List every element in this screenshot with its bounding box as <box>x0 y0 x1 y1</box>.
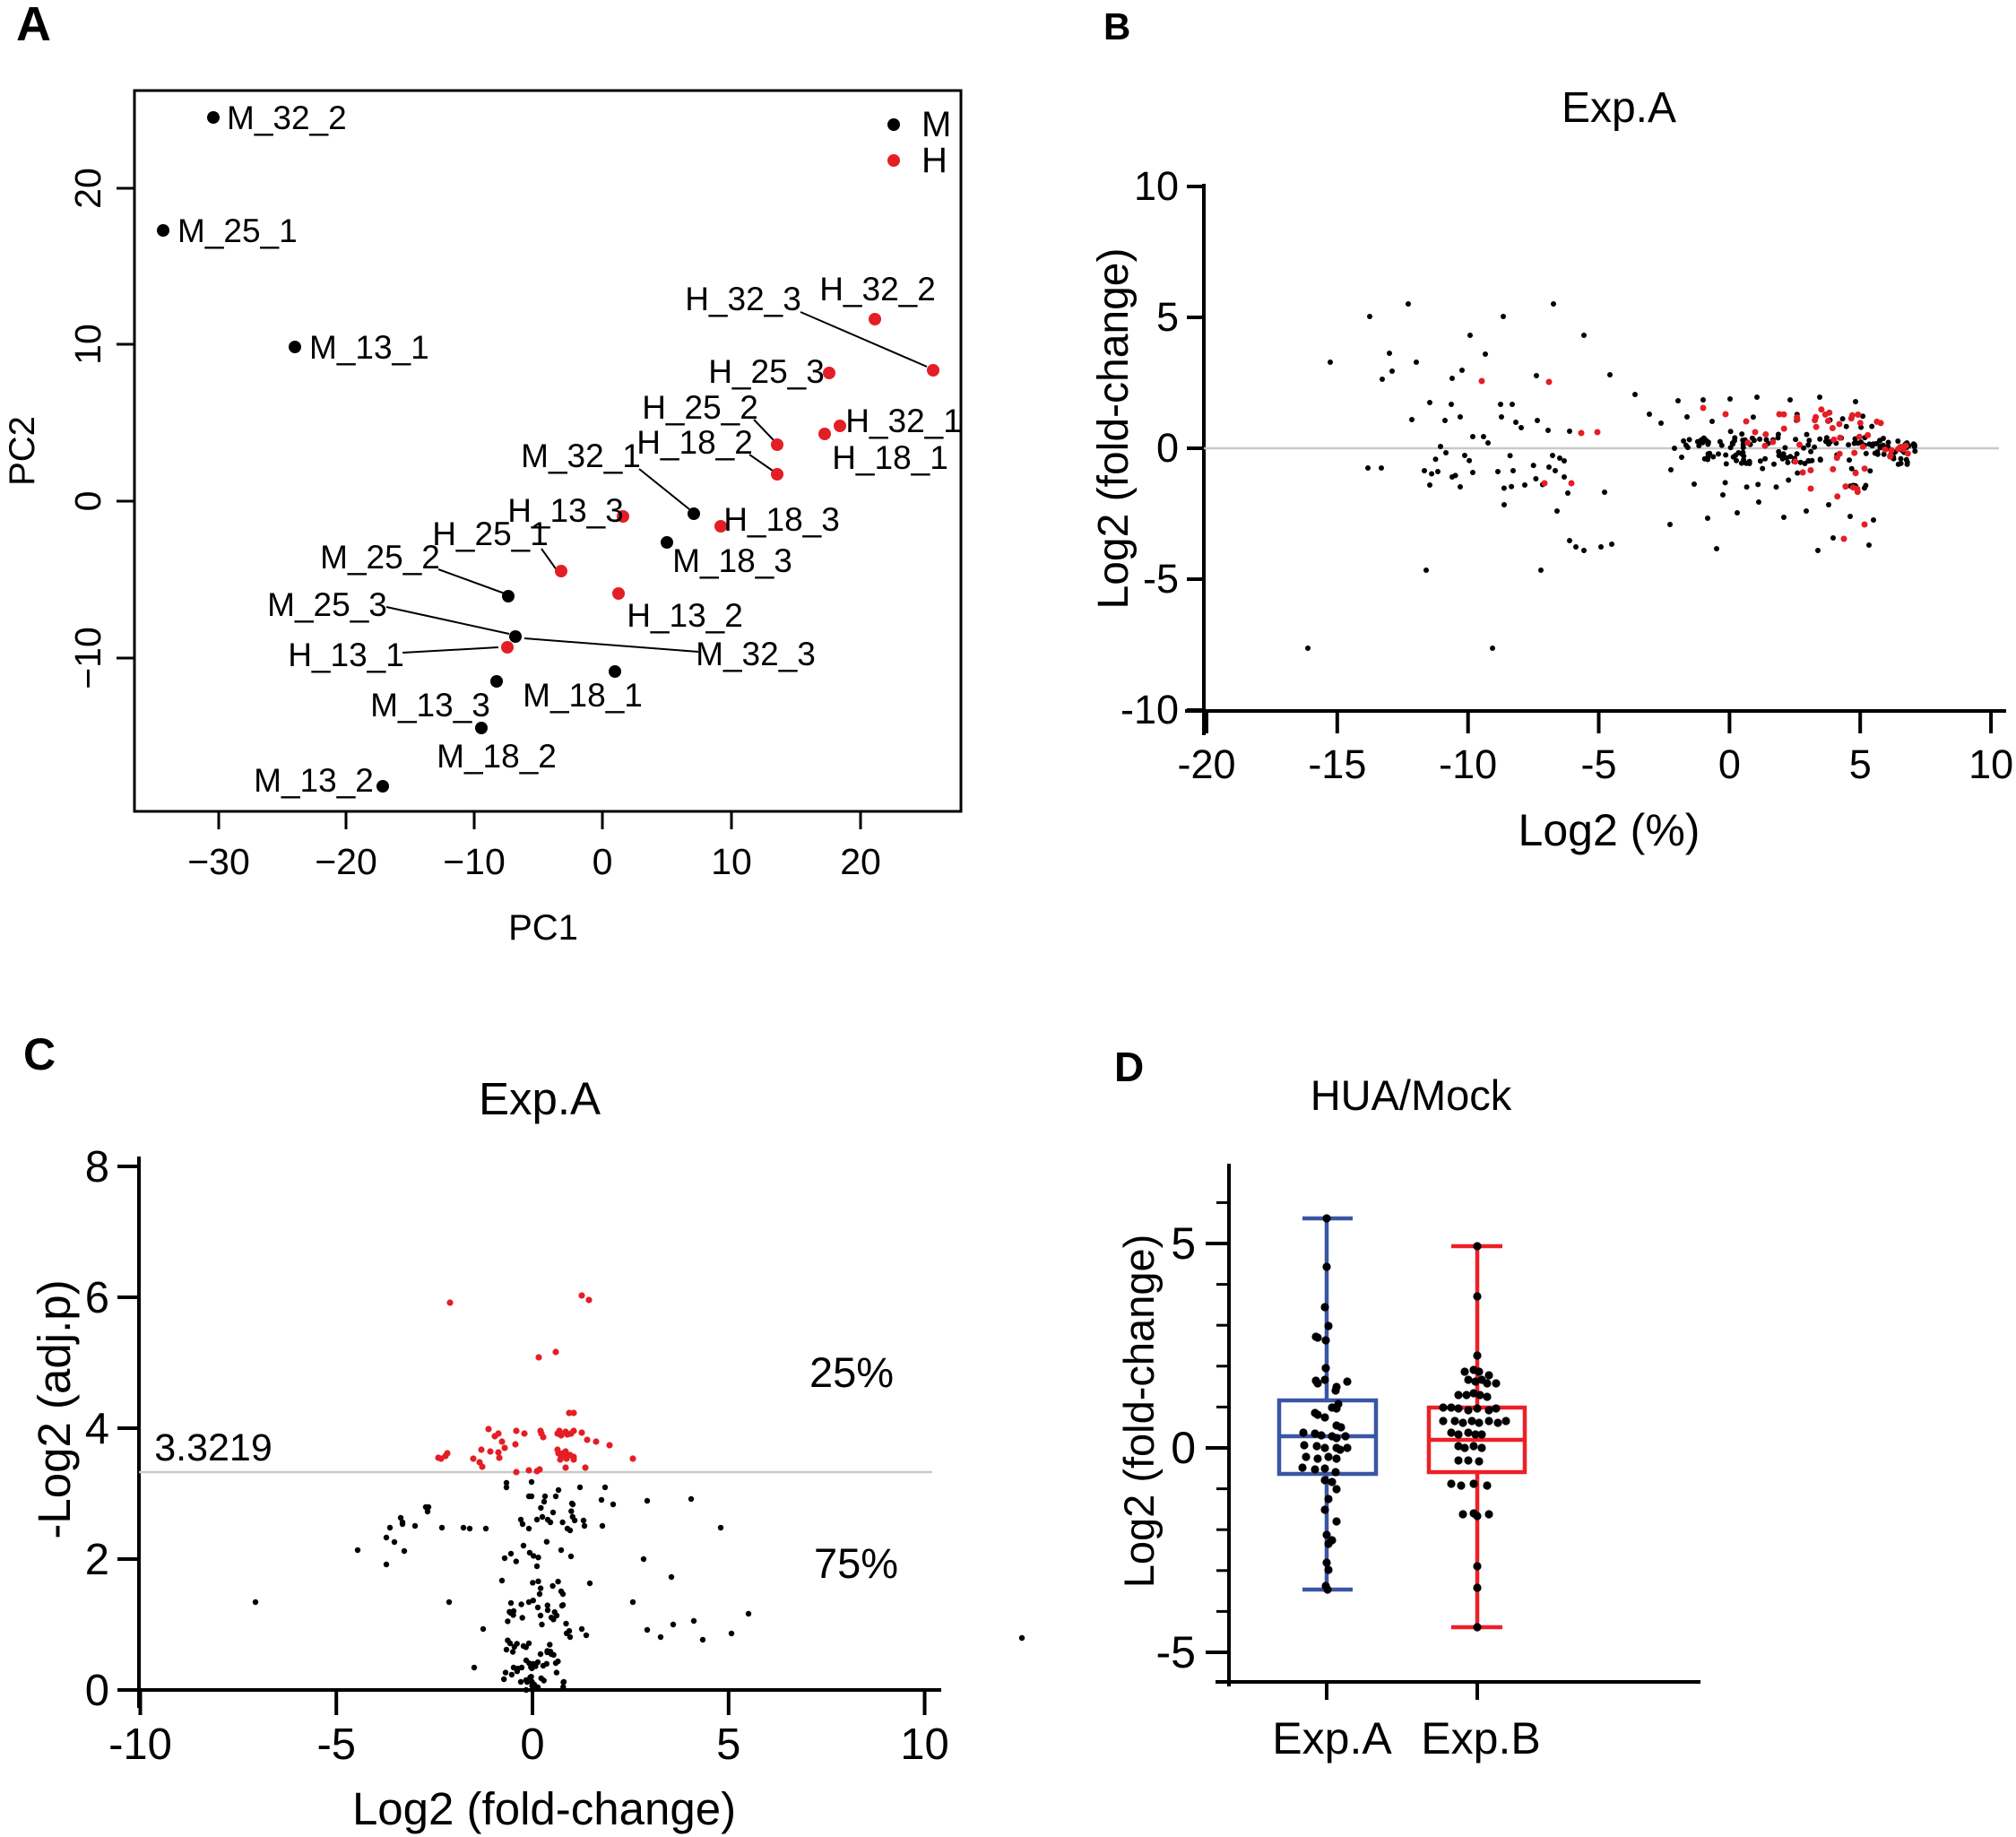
svg-text:H_13_2: H_13_2 <box>627 597 743 634</box>
svg-text:M_18_1: M_18_1 <box>523 677 643 714</box>
svg-text:3.3219: 3.3219 <box>154 1426 273 1469</box>
svg-text:M_18_2: M_18_2 <box>437 738 557 775</box>
svg-text:0: 0 <box>1156 425 1179 471</box>
svg-text:-5: -5 <box>1143 556 1179 602</box>
svg-text:75%: 75% <box>814 1539 898 1587</box>
svg-text:M_32_1: M_32_1 <box>521 438 641 474</box>
svg-text:5: 5 <box>1171 1218 1196 1269</box>
svg-text:B: B <box>1103 5 1130 48</box>
svg-text:M: M <box>921 105 951 144</box>
svg-text:0: 0 <box>593 841 613 882</box>
svg-text:5: 5 <box>1849 741 1872 787</box>
svg-text:10: 10 <box>711 841 752 882</box>
svg-text:5: 5 <box>1156 294 1179 340</box>
svg-text:Log2 (%): Log2 (%) <box>1518 805 1700 855</box>
svg-text:H_32_2: H_32_2 <box>819 271 936 308</box>
svg-text:-5: -5 <box>316 1720 356 1769</box>
svg-text:0: 0 <box>520 1720 544 1769</box>
svg-text:H_25_1: H_25_1 <box>432 516 549 552</box>
svg-text:M_32_2: M_32_2 <box>227 100 347 136</box>
svg-text:Exp.B: Exp.B <box>1421 1713 1540 1763</box>
svg-text:10: 10 <box>1134 163 1179 209</box>
svg-text:M_25_2: M_25_2 <box>320 539 440 576</box>
svg-text:H: H <box>921 141 947 180</box>
svg-text:0: 0 <box>1718 741 1741 787</box>
svg-text:4: 4 <box>85 1405 109 1453</box>
svg-text:H_32_1: H_32_1 <box>845 403 962 439</box>
svg-text:-10: -10 <box>1439 741 1497 787</box>
svg-text:H_13_3: H_13_3 <box>507 492 624 529</box>
svg-text:A: A <box>16 0 51 51</box>
svg-text:Exp.A: Exp.A <box>479 1073 601 1124</box>
svg-text:PC2: PC2 <box>3 416 42 486</box>
svg-text:H_32_3: H_32_3 <box>685 281 801 317</box>
svg-text:M_13_2: M_13_2 <box>254 762 374 799</box>
svg-text:PC1: PC1 <box>508 908 578 948</box>
svg-text:0: 0 <box>67 491 108 512</box>
svg-text:2: 2 <box>85 1536 109 1584</box>
svg-text:−10: −10 <box>443 841 506 882</box>
svg-text:Exp.A: Exp.A <box>1562 84 1676 132</box>
svg-text:HUA/Mock: HUA/Mock <box>1311 1071 1512 1119</box>
svg-text:20: 20 <box>840 841 881 882</box>
svg-text:M_18_3: M_18_3 <box>672 542 792 579</box>
svg-text:Log2 (fold-change): Log2 (fold-change) <box>1090 248 1138 610</box>
svg-text:8: 8 <box>85 1143 109 1191</box>
svg-text:-5: -5 <box>1581 741 1617 787</box>
svg-text:Exp.A: Exp.A <box>1272 1713 1392 1763</box>
svg-text:H_18_1: H_18_1 <box>832 439 948 476</box>
svg-text:-5: -5 <box>1156 1627 1196 1677</box>
svg-text:-10: -10 <box>108 1720 172 1769</box>
svg-text:-10: -10 <box>1120 687 1179 732</box>
svg-text:−20: −20 <box>315 841 377 882</box>
svg-text:H_18_3: H_18_3 <box>723 501 840 538</box>
svg-text:−30: −30 <box>187 841 250 882</box>
svg-text:0: 0 <box>1171 1423 1196 1473</box>
svg-text:M_13_3: M_13_3 <box>370 687 490 724</box>
svg-text:20: 20 <box>67 168 108 209</box>
svg-text:10: 10 <box>67 324 108 365</box>
svg-text:C: C <box>23 1029 56 1079</box>
svg-text:10: 10 <box>1968 741 2013 787</box>
svg-text:25%: 25% <box>809 1348 894 1396</box>
svg-text:Log2 (fold-change): Log2 (fold-change) <box>1115 1235 1163 1589</box>
svg-text:-20: -20 <box>1177 741 1235 787</box>
svg-text:M_25_3: M_25_3 <box>267 586 387 623</box>
svg-text:H_25_3: H_25_3 <box>708 353 825 390</box>
svg-text:-Log2 (adj.p): -Log2 (adj.p) <box>29 1279 80 1538</box>
svg-text:0: 0 <box>85 1667 109 1715</box>
svg-text:6: 6 <box>85 1274 109 1322</box>
svg-text:Log2 (fold-change): Log2 (fold-change) <box>352 1783 736 1834</box>
svg-text:H_13_1: H_13_1 <box>288 637 404 673</box>
svg-text:H_25_2: H_25_2 <box>642 389 758 426</box>
svg-text:H_18_2: H_18_2 <box>636 424 753 461</box>
svg-text:-15: -15 <box>1308 741 1366 787</box>
svg-text:−10: −10 <box>67 627 108 689</box>
svg-text:M_25_1: M_25_1 <box>177 212 298 249</box>
svg-text:5: 5 <box>716 1720 740 1769</box>
svg-text:D: D <box>1114 1044 1144 1090</box>
svg-text:M_13_1: M_13_1 <box>309 329 429 366</box>
svg-text:M_32_3: M_32_3 <box>696 636 816 672</box>
svg-text:10: 10 <box>900 1720 949 1769</box>
